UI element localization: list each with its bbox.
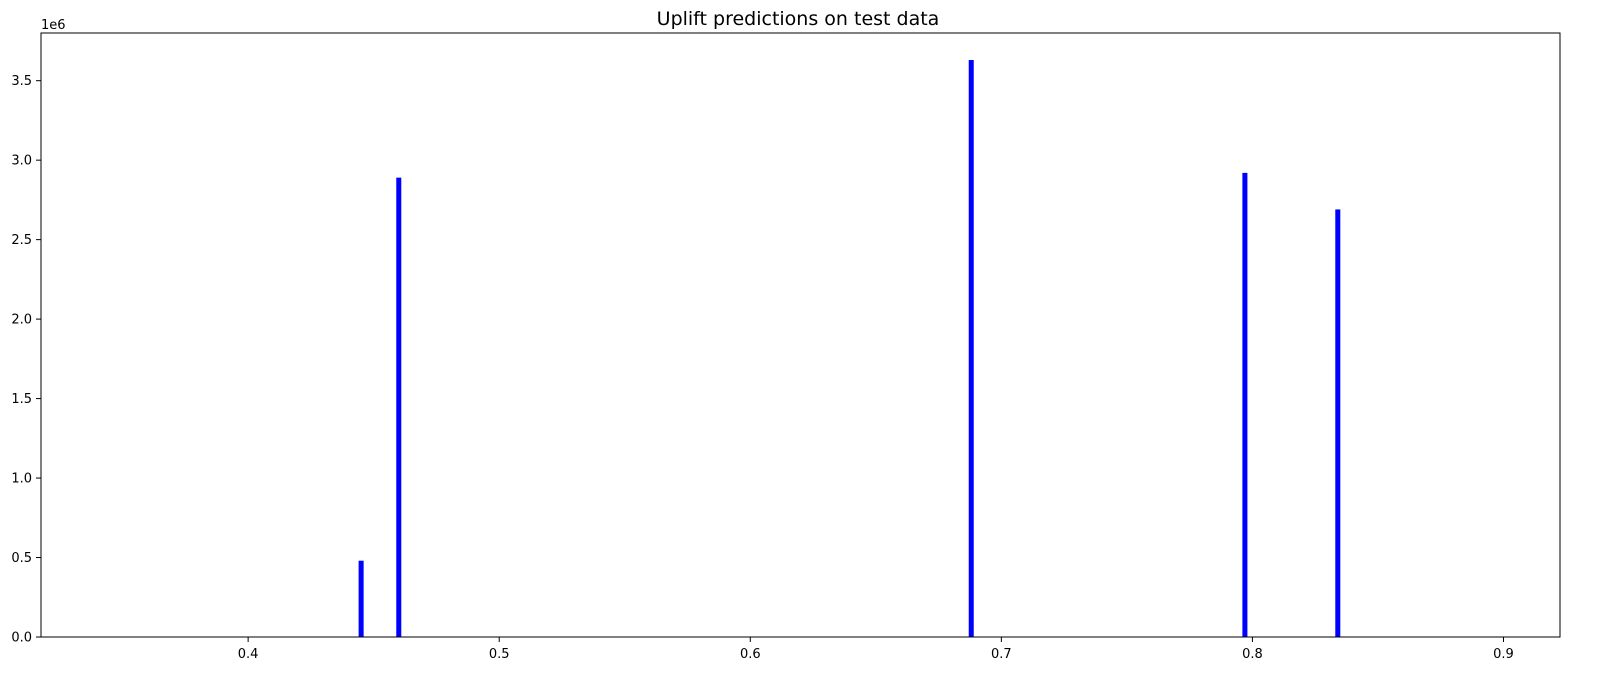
x-tick-label: 0.6 (740, 647, 761, 662)
y-tick-label: 1.0 (11, 472, 32, 487)
x-tick-label: 0.8 (1242, 647, 1263, 662)
y-axis: 0.0 0.5 1.0 1.5 2.0 2.5 3.0 3.5 (11, 74, 41, 646)
bar-1 (396, 177, 402, 637)
x-tick-label: 0.5 (489, 647, 510, 662)
bar-0 (358, 560, 364, 637)
bar-4 (1335, 209, 1341, 637)
y-tick-label: 0.5 (11, 551, 32, 566)
y-tick-label: 3.5 (11, 74, 32, 89)
x-tick-label: 0.4 (238, 647, 259, 662)
y-tick-label: 2.5 (11, 233, 32, 248)
y-tick-label: 1.5 (11, 392, 32, 407)
y-tick-label: 2.0 (11, 313, 32, 328)
plot-area-frame (40, 32, 1561, 638)
bars-layer (358, 60, 1341, 637)
y-axis-offset-label: 1e6 (41, 18, 66, 33)
x-tick-label: 0.9 (1493, 647, 1514, 662)
x-tick-label: 0.7 (991, 647, 1012, 662)
y-tick-label: 3.0 (11, 154, 32, 169)
bar-3 (1242, 172, 1248, 637)
x-axis: 0.4 0.5 0.6 0.7 0.8 0.9 (238, 637, 1514, 662)
chart-title: Uplift predictions on test data (657, 8, 940, 30)
y-tick-label: 0.0 (11, 631, 32, 646)
bar-2 (968, 60, 974, 637)
